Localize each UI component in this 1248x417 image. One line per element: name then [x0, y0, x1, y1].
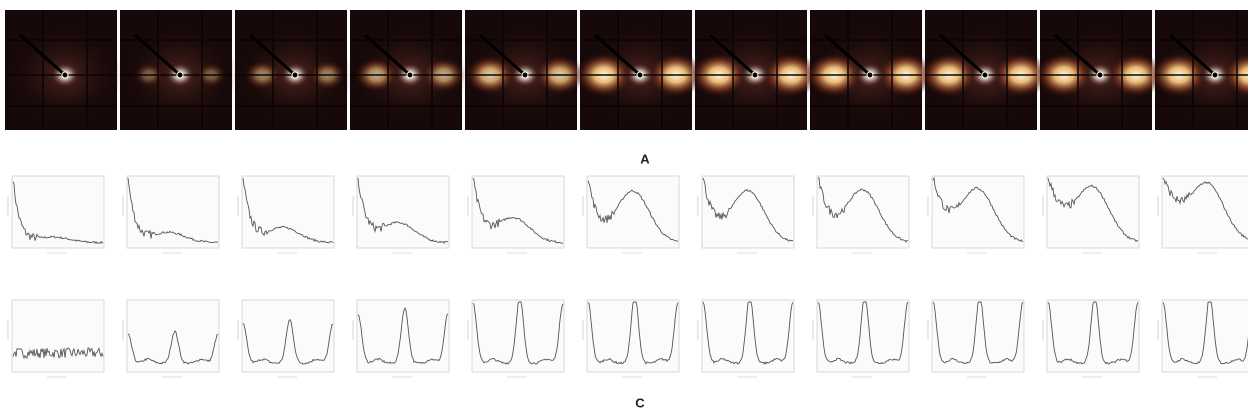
beam-stop: [364, 33, 411, 77]
plot-frame: [471, 299, 565, 373]
profile-plot: [927, 299, 1025, 378]
plot-frame: [586, 175, 680, 249]
profile-plot: [582, 175, 680, 254]
plot-frame: [816, 175, 910, 249]
profile-curve: [357, 306, 449, 365]
beam-stop: [249, 33, 296, 77]
beam-center: [1096, 71, 1104, 79]
beam-stop: [1169, 33, 1216, 77]
beam-center: [176, 71, 184, 79]
scattering-image: [1151, 10, 1248, 130]
profile-plot: [927, 175, 1025, 254]
profile-plot: [467, 175, 565, 254]
scattering-image: [921, 10, 1049, 130]
profile-curve: [932, 301, 1024, 365]
plot-frame: [816, 299, 910, 373]
profile-plot: [1042, 175, 1140, 254]
profile-curve: [1162, 301, 1248, 364]
profile-plot: [7, 299, 105, 378]
beam-stop: [134, 33, 181, 77]
plot-frame: [1046, 175, 1140, 249]
beam-center: [406, 71, 414, 79]
profile-curve: [1047, 301, 1139, 365]
profile-plot: [122, 299, 220, 378]
profile-plot: [812, 175, 910, 254]
profile-plot: [697, 175, 795, 254]
scattering-image: [576, 10, 704, 130]
plot-frame: [701, 175, 795, 249]
scattering-image: [465, 10, 585, 130]
profile-curve: [587, 301, 679, 365]
plot-frame: [356, 175, 450, 249]
profile-plot: [467, 299, 565, 378]
profile-curve: [817, 301, 909, 365]
profile-curve: [587, 180, 679, 242]
beam-stop: [594, 33, 641, 77]
plot-frame: [701, 299, 795, 373]
beam-stop: [939, 33, 986, 77]
profile-curve: [12, 181, 104, 245]
profile-curve: [932, 176, 1024, 243]
profile-plot: [237, 299, 335, 378]
scattering-image: [120, 10, 238, 130]
profile-curve: [1047, 177, 1139, 243]
plot-frame: [931, 175, 1025, 249]
profile-curve: [242, 318, 333, 365]
scattering-image: [5, 10, 123, 130]
beam-stop: [1054, 33, 1101, 77]
scattering-image: [235, 10, 353, 130]
panel-label: A: [640, 151, 650, 166]
beam-center: [751, 71, 759, 79]
plot-frame: [471, 175, 565, 249]
plot-frame: [931, 299, 1025, 373]
profile-plot: [1157, 175, 1248, 254]
plot-frame: [1046, 299, 1140, 373]
profile-curve: [818, 177, 909, 243]
plot-frame: [126, 175, 220, 249]
profile-plot: [697, 299, 795, 378]
plot-frame: [1161, 175, 1248, 249]
beam-center: [866, 71, 874, 79]
profile-plot: [352, 299, 450, 378]
profile-curve: [127, 330, 219, 365]
profile-curve: [242, 177, 334, 244]
profile-curve: [127, 177, 219, 243]
profile-plot: [237, 175, 335, 254]
beam-stop: [19, 33, 66, 77]
beam-center: [636, 71, 644, 79]
profile-plot: [812, 299, 910, 378]
beam-stop: [824, 33, 871, 77]
beam-stop: [479, 33, 526, 77]
beam-center: [291, 71, 299, 79]
beam-center: [61, 71, 69, 79]
profile-curve: [472, 301, 564, 365]
profile-plot: [122, 175, 220, 254]
profile-plot: [1157, 299, 1248, 378]
profile-curve: [702, 177, 794, 242]
scattering-image: [806, 10, 934, 130]
profile-plot: [7, 175, 105, 254]
panel-label: C: [635, 395, 645, 410]
beam-center: [521, 71, 529, 79]
scattering-image: [1036, 10, 1164, 130]
profile-curve: [472, 177, 564, 244]
scattering-image: [691, 10, 819, 130]
plot-frame: [241, 175, 335, 249]
profile-curve: [1162, 177, 1248, 240]
profile-curve: [702, 301, 794, 365]
profile-plot: [352, 175, 450, 254]
profile-plot: [1042, 299, 1140, 378]
profile-plot: [582, 299, 680, 378]
beam-stop: [709, 33, 756, 77]
beam-center: [981, 71, 989, 79]
plot-frame: [11, 299, 105, 373]
profile-curve: [357, 177, 449, 245]
beam-center: [1211, 71, 1219, 79]
profile-curve: [12, 347, 104, 360]
scattering-image: [350, 10, 468, 130]
plot-frame: [11, 175, 105, 249]
